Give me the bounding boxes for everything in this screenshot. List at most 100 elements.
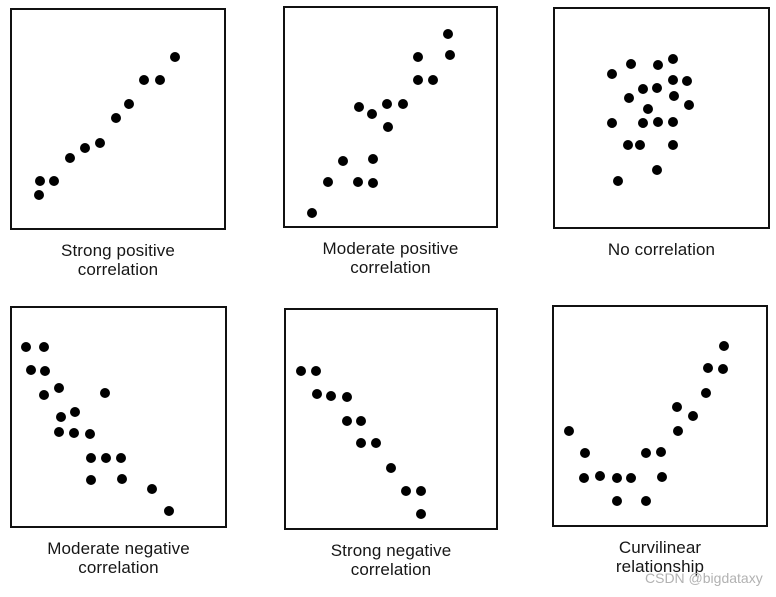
data-point bbox=[427, 75, 438, 86]
data-point bbox=[656, 472, 667, 483]
data-point bbox=[611, 472, 622, 483]
scatter-plot-curvilinear bbox=[552, 305, 768, 527]
data-point bbox=[116, 452, 127, 463]
panel-no-correlation: No correlation bbox=[553, 7, 770, 259]
data-point bbox=[326, 390, 337, 401]
csdn-watermark: CSDN @bigdataxy bbox=[645, 570, 763, 586]
data-point bbox=[356, 438, 367, 449]
data-point bbox=[579, 448, 590, 459]
data-point bbox=[368, 153, 379, 164]
data-point bbox=[163, 506, 174, 517]
data-point bbox=[55, 412, 66, 423]
panel-moderate-positive: Moderate positive correlation bbox=[283, 6, 498, 277]
caption-strong-negative: Strong negative correlation bbox=[284, 541, 498, 579]
caption-line-2: correlation bbox=[77, 260, 159, 279]
panel-curvilinear: Curvilinear relationship bbox=[552, 305, 768, 576]
data-point bbox=[668, 53, 678, 64]
data-point bbox=[416, 485, 427, 496]
scatter-plot-strong-negative bbox=[284, 308, 498, 530]
data-point bbox=[606, 118, 617, 128]
data-point bbox=[413, 75, 424, 86]
data-point bbox=[637, 118, 648, 128]
caption-moderate-negative: Moderate negative correlation bbox=[10, 539, 227, 577]
data-point bbox=[668, 140, 678, 151]
data-point bbox=[655, 447, 666, 458]
data-point bbox=[672, 401, 683, 412]
data-point bbox=[622, 140, 633, 151]
data-point bbox=[444, 50, 455, 61]
data-point bbox=[307, 208, 318, 219]
data-point bbox=[25, 364, 36, 375]
data-point bbox=[626, 58, 637, 69]
data-point bbox=[147, 483, 158, 494]
data-point bbox=[356, 415, 367, 426]
data-point bbox=[643, 103, 654, 114]
caption-line-1: No correlation bbox=[607, 240, 716, 259]
data-point bbox=[123, 98, 134, 109]
data-point bbox=[39, 342, 50, 353]
caption-strong-positive: Strong positive correlation bbox=[10, 241, 226, 279]
data-point bbox=[637, 84, 648, 95]
data-point bbox=[295, 365, 306, 376]
data-point bbox=[594, 471, 605, 482]
data-point bbox=[70, 406, 81, 417]
panel-moderate-negative: Moderate negative correlation bbox=[10, 306, 227, 577]
caption-line-1: Moderate positive bbox=[322, 239, 459, 258]
data-point bbox=[311, 365, 322, 376]
data-point bbox=[353, 101, 364, 112]
data-point bbox=[49, 176, 60, 187]
caption-line-2: relationship bbox=[615, 557, 705, 576]
data-point bbox=[68, 427, 79, 438]
data-point bbox=[668, 117, 678, 128]
scatter-plot-moderate-positive bbox=[283, 6, 498, 228]
data-point bbox=[634, 140, 645, 151]
data-point bbox=[682, 76, 693, 87]
data-point bbox=[312, 389, 323, 400]
data-point bbox=[416, 509, 427, 520]
data-point bbox=[717, 364, 728, 375]
data-point bbox=[367, 178, 378, 189]
data-point bbox=[718, 340, 729, 351]
caption-line-1: Moderate negative bbox=[47, 539, 190, 558]
data-point bbox=[371, 438, 382, 449]
data-point bbox=[101, 452, 112, 463]
scatter-plot-strong-positive bbox=[10, 8, 226, 230]
caption-curvilinear: Curvilinear relationship bbox=[552, 538, 768, 576]
caption-no-correlation: No correlation bbox=[553, 240, 770, 259]
data-point bbox=[323, 177, 334, 188]
data-point bbox=[79, 142, 90, 153]
data-point bbox=[53, 427, 64, 438]
data-point bbox=[672, 426, 683, 437]
data-point bbox=[341, 415, 352, 426]
data-point bbox=[413, 51, 424, 62]
data-point bbox=[641, 495, 652, 506]
data-point bbox=[85, 452, 96, 463]
data-point bbox=[33, 190, 44, 201]
data-point bbox=[623, 93, 634, 104]
data-point bbox=[21, 342, 32, 353]
data-point bbox=[100, 387, 111, 398]
data-point bbox=[683, 99, 694, 110]
data-point bbox=[653, 59, 664, 70]
data-point bbox=[169, 52, 180, 63]
data-point bbox=[701, 387, 712, 398]
data-point bbox=[652, 164, 663, 175]
data-point bbox=[54, 382, 65, 393]
data-point bbox=[385, 463, 396, 474]
data-point bbox=[625, 472, 636, 483]
data-point bbox=[34, 176, 45, 187]
caption-line-2: correlation bbox=[350, 560, 432, 579]
data-point bbox=[442, 28, 453, 39]
data-point bbox=[641, 448, 652, 459]
caption-moderate-positive: Moderate positive correlation bbox=[283, 239, 498, 277]
data-point bbox=[39, 390, 50, 401]
data-point bbox=[606, 68, 617, 79]
data-point bbox=[64, 153, 75, 164]
caption-line-1: Strong negative bbox=[330, 541, 452, 560]
data-point bbox=[341, 391, 352, 402]
data-point bbox=[139, 74, 150, 85]
data-point bbox=[579, 472, 590, 483]
data-point bbox=[382, 122, 393, 133]
data-point bbox=[353, 177, 363, 188]
